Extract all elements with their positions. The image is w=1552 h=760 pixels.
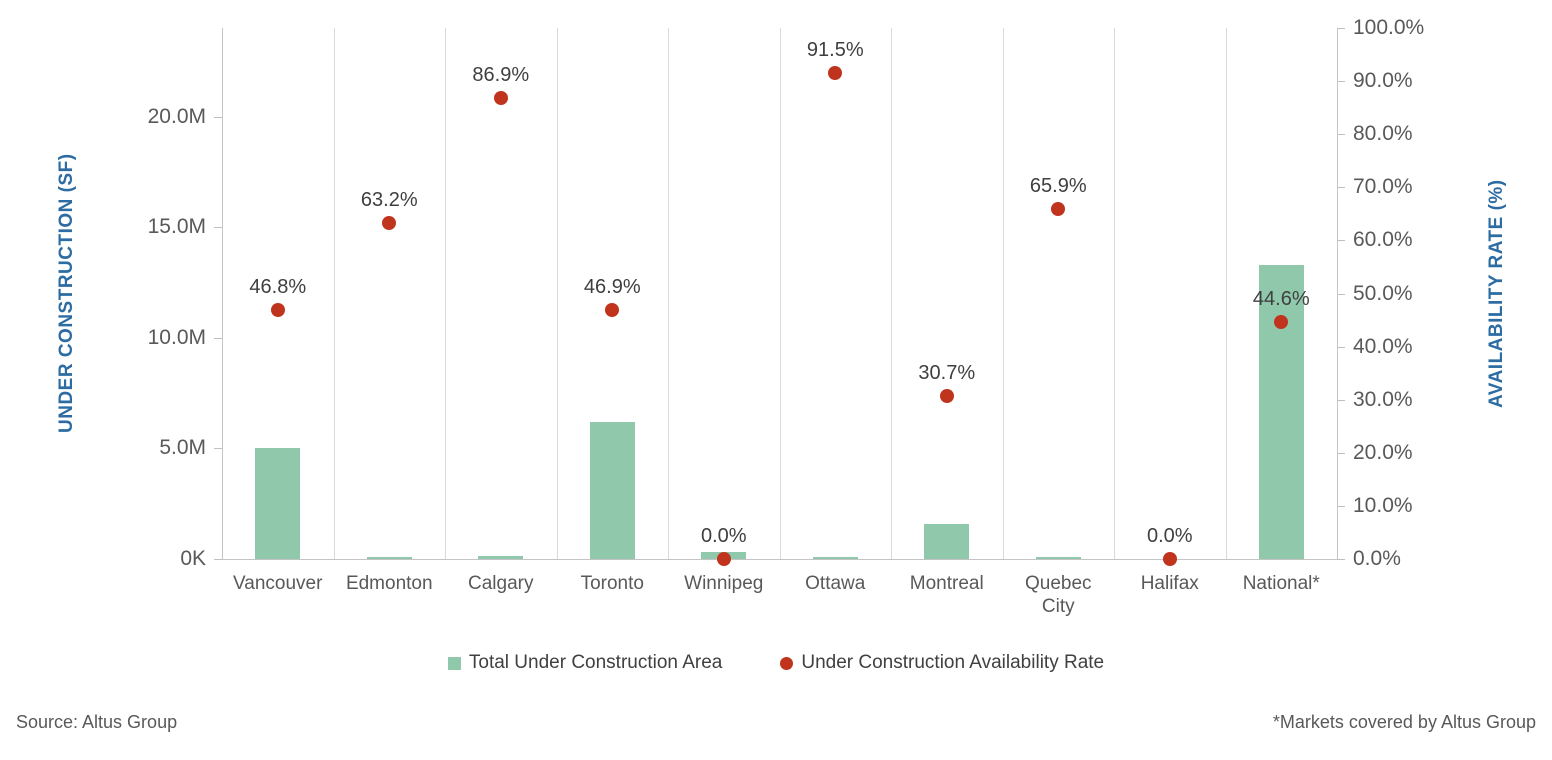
legend-label: Total Under Construction Area — [468, 652, 723, 673]
category-gridline — [668, 28, 669, 559]
left-axis-title: UNDER CONSTRUCTION (SF) — [56, 153, 77, 434]
data-point-dot — [493, 90, 508, 105]
left-axis-line — [222, 28, 223, 559]
data-point-dot — [1274, 315, 1289, 330]
data-point-dot — [1162, 552, 1177, 566]
x-axis-label: Vancouver — [233, 573, 323, 594]
right-axis-tick — [1337, 293, 1345, 295]
right-axis-tick-label: 30.0% — [1353, 387, 1413, 411]
right-axis-tick-label: 20.0% — [1353, 440, 1413, 464]
x-axis-label: Edmonton — [345, 573, 433, 594]
bar-montreal — [924, 523, 970, 559]
source-note: Source: Altus Group — [16, 712, 178, 732]
x-axis-label: National* — [1242, 573, 1320, 594]
category-gridline — [1225, 28, 1227, 559]
right-axis-tick-label: 40.0% — [1353, 334, 1413, 358]
right-axis-title: AVAILABILITY RATE (%) — [1486, 179, 1507, 408]
x-axis-label: Halifax — [1140, 573, 1199, 594]
right-axis-tick — [1337, 81, 1345, 83]
right-axis-tick — [1337, 505, 1345, 507]
x-axis-label: Calgary — [468, 573, 534, 594]
data-point-label: 0.0% — [1146, 525, 1193, 547]
legend-item: Under Construction Availability Rate — [780, 652, 1104, 674]
markets-note: *Markets covered by Altus Group — [1272, 712, 1536, 732]
bar-national- — [1258, 264, 1304, 559]
category-gridline — [333, 28, 335, 559]
data-point-dot — [939, 388, 954, 403]
bar-edmonton — [366, 556, 412, 559]
x-axis-line — [222, 559, 1337, 560]
chart-legend: Total Under Construction Area Under Const… — [0, 652, 1552, 674]
right-axis-tick — [1337, 240, 1345, 242]
legend-square-icon — [447, 656, 461, 670]
bar-quebec-city — [1035, 556, 1081, 559]
data-point-dot — [1051, 202, 1066, 217]
left-axis-tick-label: 0K — [180, 547, 206, 570]
right-axis-tick-label: 0.0% — [1353, 547, 1401, 570]
left-axis-tick — [214, 116, 222, 118]
right-axis-tick — [1337, 134, 1345, 136]
bar-vancouver — [255, 448, 301, 559]
right-axis-tick-label: 100.0% — [1353, 16, 1425, 39]
right-axis-tick-label: 60.0% — [1353, 228, 1413, 252]
right-axis-tick — [1337, 559, 1345, 560]
category-gridline — [891, 28, 892, 559]
right-axis-tick — [1337, 187, 1345, 189]
category-gridline — [1002, 28, 1004, 559]
right-axis-tick-label: 80.0% — [1353, 122, 1413, 146]
right-axis-tick — [1337, 452, 1345, 454]
data-point-label: 30.7% — [918, 361, 976, 384]
left-axis-tick-label: 10.0M — [147, 325, 206, 349]
right-axis-tick-label: 50.0% — [1353, 281, 1413, 305]
data-point-label: 63.2% — [360, 189, 418, 212]
data-point-label: 65.9% — [1029, 175, 1087, 198]
left-axis-tick — [214, 448, 222, 450]
right-axis-tick — [1337, 346, 1345, 348]
left-axis-tick — [214, 227, 222, 229]
chart-footer: Source: Altus Group *Markets covered by … — [0, 712, 1552, 733]
left-axis-tick-label: 15.0M — [147, 215, 206, 239]
category-gridline — [445, 28, 446, 559]
legend-item: Total Under Construction Area — [447, 652, 723, 674]
x-axis-label: Toronto — [580, 573, 644, 594]
legend-label: Under Construction Availability Rate — [801, 652, 1105, 673]
right-axis-tick-label: 70.0% — [1353, 175, 1413, 199]
bar-ottawa — [812, 556, 858, 559]
data-point-label: 44.6% — [1252, 288, 1310, 311]
legend-circle-icon — [780, 656, 794, 670]
data-point-dot — [270, 303, 285, 318]
left-axis-tick — [214, 559, 222, 560]
right-axis-tick — [1337, 28, 1345, 29]
category-gridline — [1114, 28, 1115, 559]
left-axis-tick — [214, 337, 222, 339]
category-gridline — [779, 28, 781, 559]
x-axis-label: Quebec City — [1024, 573, 1092, 617]
data-point-dot — [828, 66, 843, 81]
data-point-label: 0.0% — [700, 525, 747, 547]
data-point-label: 86.9% — [472, 63, 530, 86]
data-point-dot — [716, 552, 731, 566]
data-point-label: 46.9% — [583, 275, 641, 298]
x-axis-label: Montreal — [909, 573, 984, 594]
right-axis-tick-label: 90.0% — [1353, 69, 1413, 93]
data-point-dot — [605, 302, 620, 317]
data-point-label: 91.5% — [806, 39, 864, 62]
x-axis-label: Winnipeg — [684, 573, 764, 594]
data-point-dot — [382, 216, 397, 231]
bar-calgary — [478, 555, 524, 559]
right-axis-tick — [1337, 399, 1345, 401]
left-axis-tick-label: 20.0M — [147, 104, 206, 128]
bar-toronto — [589, 421, 635, 559]
category-gridline — [556, 28, 558, 559]
left-axis-tick-label: 5.0M — [159, 436, 206, 460]
x-axis-label: Ottawa — [805, 573, 866, 594]
right-axis-tick-label: 10.0% — [1353, 493, 1413, 517]
data-point-label: 46.8% — [249, 276, 307, 299]
